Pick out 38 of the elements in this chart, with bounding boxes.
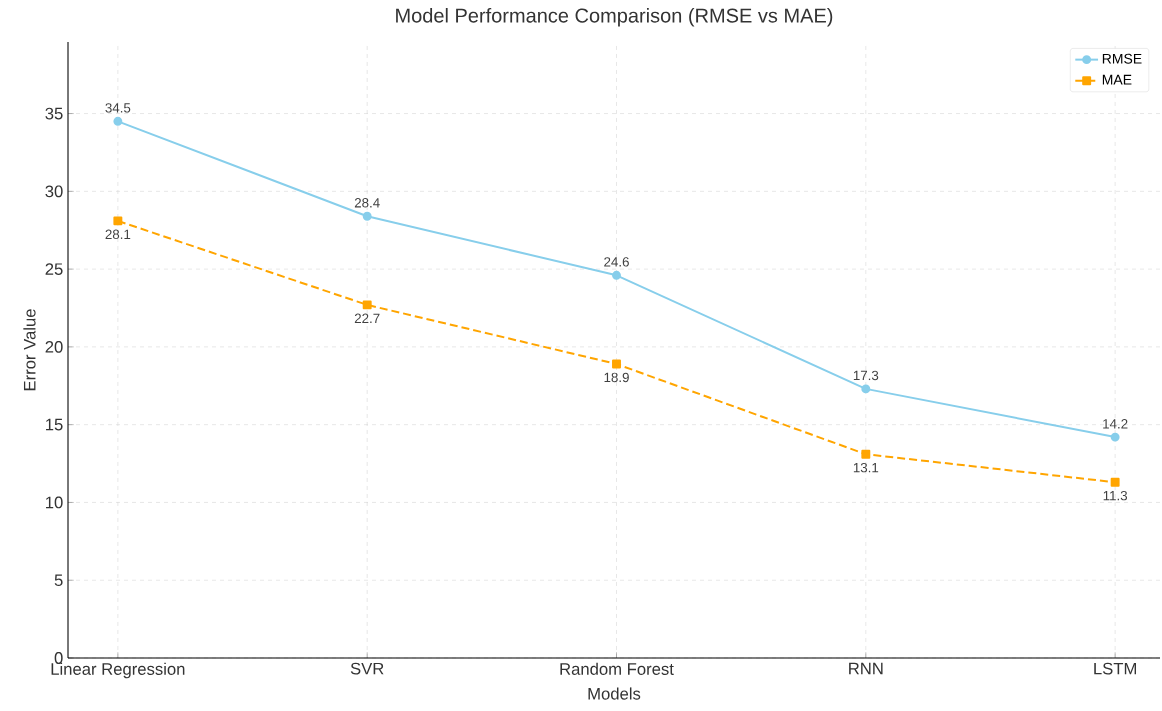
data-label: 22.7 [354, 313, 380, 323]
point [362, 300, 372, 310]
y-tick-label: 10 [46, 496, 63, 509]
x-tick-label: SVR [350, 662, 384, 675]
point [113, 216, 123, 226]
point [113, 116, 123, 126]
y-tick-label: 5 [54, 574, 63, 587]
data-label: 18.9 [604, 372, 629, 383]
legend-label: MAE [1102, 74, 1132, 85]
x-tick-label: Random Forest [560, 662, 674, 675]
x-tick-label: RNN [849, 662, 883, 675]
y-tick-label: 25 [45, 263, 63, 276]
point [362, 211, 372, 221]
legend-label: RMSE [1102, 53, 1142, 64]
data-label: 34.5 [105, 103, 131, 113]
point [861, 449, 871, 459]
data-label: 28.1 [105, 229, 131, 240]
point [612, 270, 621, 280]
x-axis-title: Models [588, 687, 641, 700]
y-tick-label: 30 [45, 185, 63, 198]
point [1110, 432, 1120, 442]
y-axis-title: Error Value [23, 309, 36, 391]
point [1110, 477, 1120, 487]
x-tick-label: LSTM [1094, 662, 1136, 675]
data-label: 14.2 [1103, 419, 1128, 429]
data-label: 28.4 [354, 198, 380, 208]
y-tick-label: 35 [45, 107, 63, 120]
y-tick-label: 20 [45, 340, 63, 353]
data-label: 17.3 [853, 370, 879, 381]
point [861, 384, 871, 394]
point [612, 359, 621, 369]
data-label: 13.1 [853, 462, 879, 473]
chart-title: Model Performance Comparison (RMSE vs MAE) [396, 7, 833, 27]
y-tick-label: 15 [46, 418, 63, 431]
data-label: 24.6 [604, 257, 629, 267]
data-label: 11.3 [1103, 490, 1128, 501]
y-tick-label: 0 [54, 652, 63, 664]
x-tick-label: Linear Regression [51, 662, 185, 679]
